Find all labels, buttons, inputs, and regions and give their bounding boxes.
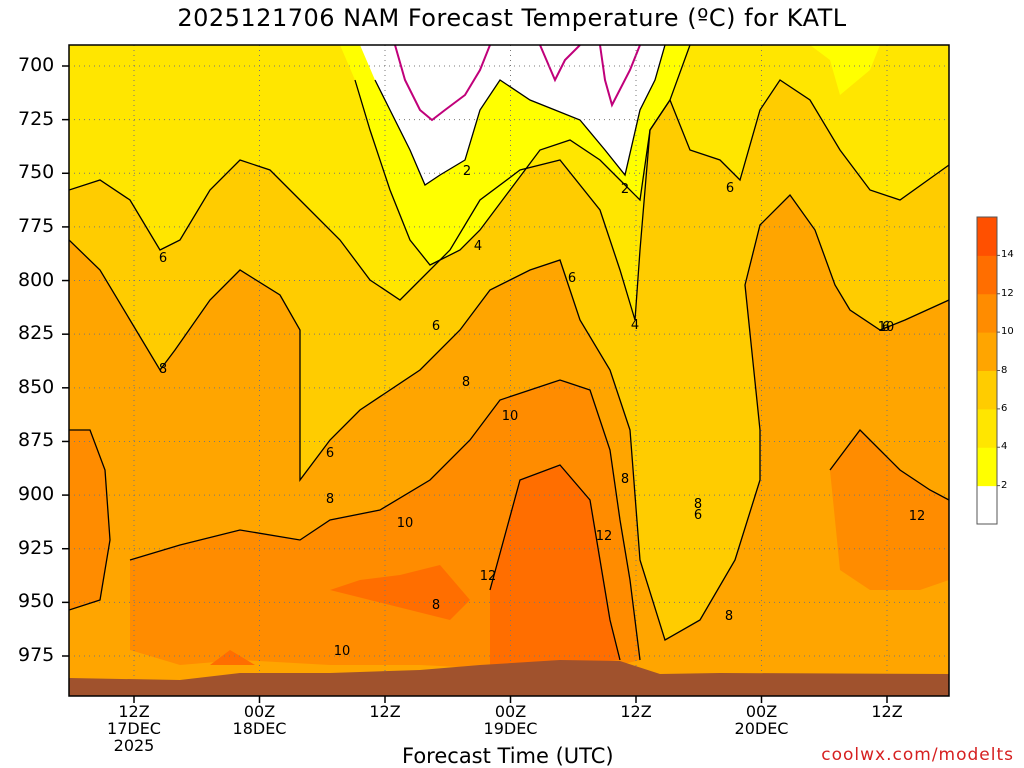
contour-label: 6 (694, 508, 702, 523)
colorbar-swatch (977, 293, 997, 333)
colorbar-label: 6 (1001, 402, 1008, 414)
terrain (69, 660, 949, 696)
colorbar-label: 2 (1001, 479, 1008, 491)
colorbar-label: 10 (1001, 326, 1014, 338)
x-tick-label: 00Z 20DEC (722, 703, 802, 737)
x-tick-label-label: 12Z (620, 702, 652, 721)
x-tick-label-sub2: 2025 (113, 736, 155, 755)
x-tick-marks (133, 696, 888, 703)
x-tick-label-label: 12Z (871, 702, 903, 721)
x-tick-label: 12Z (345, 703, 425, 720)
y-tick-label: 950 (18, 590, 55, 613)
contour-label: 4 (631, 318, 639, 333)
x-tick-label-label: 12Z (369, 702, 401, 721)
x-tick-label: 12Z (596, 703, 676, 720)
colorbar-label: 12 (1001, 287, 1014, 299)
x-tick-label-label: 00Z (243, 702, 276, 721)
contour-label: 8 (621, 472, 629, 487)
contour-label: 8 (432, 598, 440, 613)
x-tick-label-label: 12Z (118, 702, 150, 721)
contour-label: 8 (725, 609, 733, 624)
contour-label: 2 (463, 164, 471, 179)
y-tick-label: 800 (18, 268, 55, 291)
contour-label: 10 (878, 320, 895, 335)
plot-frame (68, 44, 950, 697)
y-tick-label: 900 (18, 483, 55, 506)
contour-label: 10 (334, 644, 351, 659)
x-tick-label-sub: 18DEC (232, 719, 287, 738)
contour-label: 8 (326, 492, 334, 507)
y-tick-label: 925 (18, 536, 55, 559)
contour-label: 2 (621, 182, 629, 197)
colorbar-swatch (977, 217, 997, 256)
x-tick-label: 12Z 17DEC 2025 (94, 703, 174, 754)
x-tick-label: 00Z 18DEC (220, 703, 300, 737)
contour-label: 12 (596, 529, 613, 544)
contour-label: 12 (480, 569, 497, 584)
y-tick-label: 975 (18, 644, 55, 666)
x-tick-label: 12Z (847, 703, 927, 720)
contour-label: 10 (502, 409, 519, 424)
colorbar-swatch (977, 255, 997, 295)
credit-link[interactable]: coolwx.com/modelts (821, 745, 1014, 765)
y-tick-label: 750 (18, 161, 55, 184)
colorbar-label: 4 (1001, 441, 1008, 453)
y-tick-label: 825 (18, 322, 55, 345)
colorbar-swatch (977, 447, 997, 487)
x-tick-label-sub: 19DEC (483, 719, 538, 738)
y-tick-label: 850 (18, 375, 55, 398)
colorbar-label: 8 (1001, 364, 1008, 376)
freezing-contour (394, 45, 641, 122)
x-tick-label: 00Z 19DEC (471, 703, 551, 737)
colorbar-swatch (977, 485, 997, 525)
contour-lines (69, 45, 949, 661)
chart-title: 2025121706 NAM Forecast Temperature (ºC)… (177, 4, 847, 32)
colorbar-swatch (977, 370, 997, 410)
x-tick-label-sub: 17DEC (107, 719, 161, 738)
contour-label: 8 (694, 497, 702, 512)
contour-label: 10 (397, 516, 414, 531)
contour-label: 6 (326, 446, 334, 461)
band-below-2 (360, 45, 665, 185)
x-tick-label-sub: 20DEC (734, 719, 789, 738)
contour-label: 6 (432, 319, 440, 334)
y-tick-label: 875 (18, 429, 55, 452)
colorbar-label: 14 (1001, 249, 1014, 261)
x-tick-label-label: 00Z (494, 702, 527, 721)
band-6-8 (69, 45, 949, 640)
contour-label: 6 (726, 181, 734, 196)
y-tick-marks (62, 65, 69, 657)
contour-label: 6 (568, 271, 576, 286)
contour-label: 6 (882, 320, 890, 335)
contour-label: 12 (909, 509, 926, 524)
contour-label: 4 (474, 239, 482, 254)
colorbar (976, 216, 1000, 525)
contour-label: 6 (159, 251, 167, 266)
band-12-14 (210, 465, 620, 665)
x-axis-label: Forecast Time (UTC) (402, 744, 614, 768)
band-4-6 (69, 45, 949, 320)
y-tick-label: 725 (18, 107, 55, 130)
y-tick-label: 775 (18, 214, 55, 237)
colorbar-swatch (977, 408, 997, 448)
contour-label: 8 (462, 375, 470, 390)
contour-label: 8 (159, 362, 167, 377)
colorbar-swatch (977, 332, 997, 371)
x-tick-label-label: 00Z (745, 702, 778, 721)
y-tick-label: 700 (18, 54, 55, 76)
